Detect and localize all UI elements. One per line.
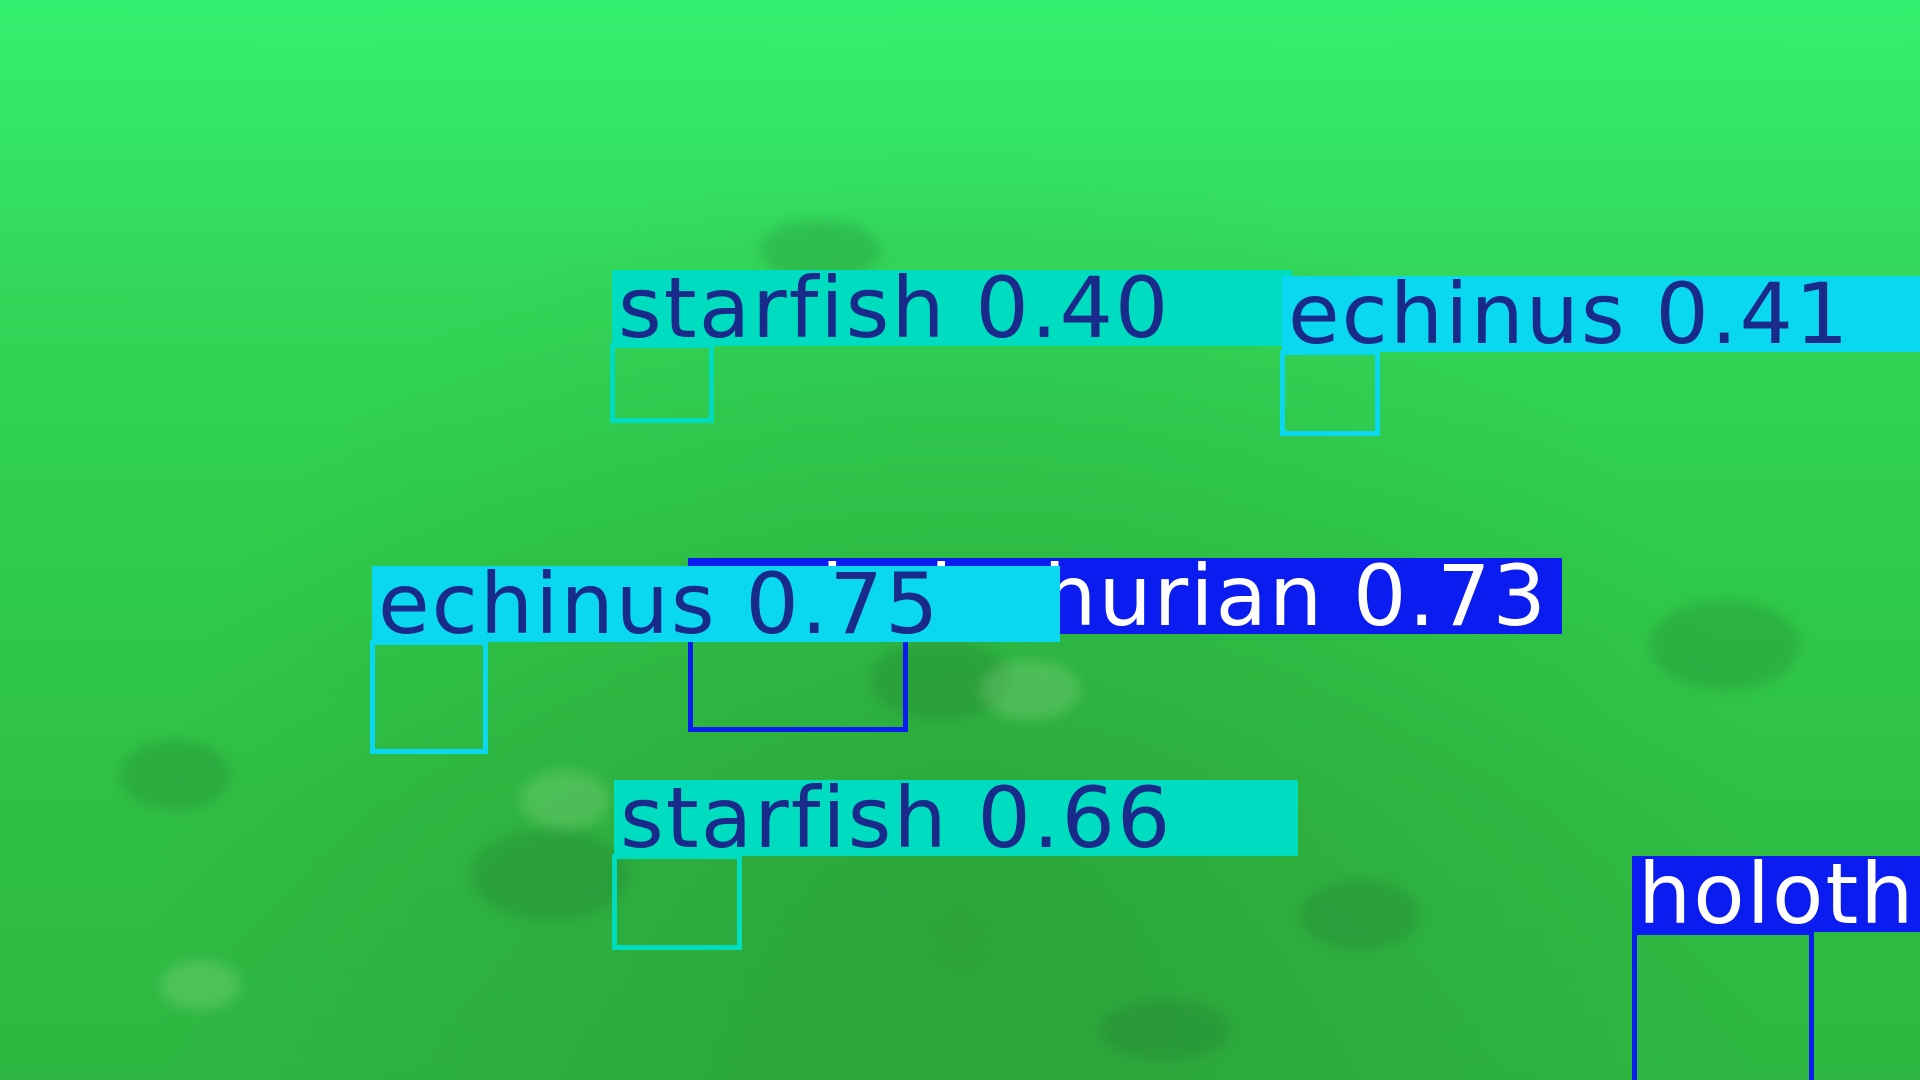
detection-label-holothurian: holothurian — [1632, 856, 1920, 932]
seabed-rock — [1650, 600, 1800, 690]
seabed-rock — [1100, 1000, 1230, 1060]
detection-box-icon — [610, 343, 714, 423]
seabed-rock — [120, 740, 230, 810]
seabed-rock — [520, 770, 610, 830]
detection-box-icon — [688, 634, 908, 732]
detection-label-echinus: echinus 0.75 — [372, 566, 1060, 642]
detection-label-echinus: echinus 0.41 — [1282, 276, 1920, 352]
detection-box-icon — [1632, 930, 1814, 1080]
detection-box-icon — [370, 640, 488, 754]
seabed-rock — [980, 660, 1080, 720]
seabed-rock — [470, 830, 630, 920]
seabed-rock — [160, 960, 240, 1010]
detection-label-starfish: starfish 0.66 — [614, 780, 1298, 856]
seabed-rock — [1300, 880, 1420, 950]
seabed-rock — [870, 640, 1010, 720]
detection-box-icon — [612, 854, 742, 950]
detection-label-starfish: starfish 0.40 — [612, 270, 1292, 346]
detection-box-icon — [1280, 350, 1380, 436]
